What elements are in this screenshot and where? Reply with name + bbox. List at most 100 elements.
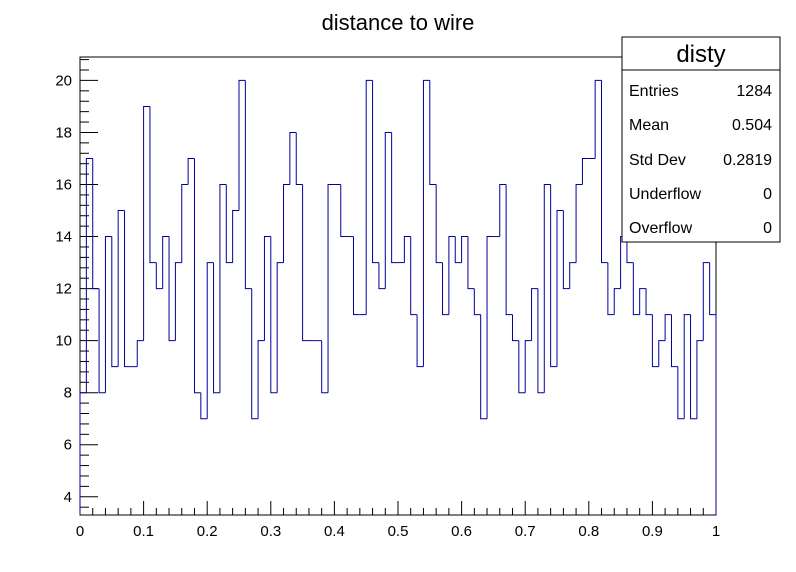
x-tick-label: 0.3 xyxy=(260,523,281,540)
histogram-bin xyxy=(454,236,462,264)
histogram-bin xyxy=(537,288,545,394)
histogram-bin xyxy=(461,236,468,263)
histogram-bin xyxy=(321,340,329,394)
x-tick-label: 1 xyxy=(712,523,720,540)
y-tick-label: 4 xyxy=(64,489,72,506)
histogram-bin xyxy=(181,184,189,263)
x-axis: 0 0.1 0.2 0.3 0.4 0.5 0.6 0.7 0.8 0.9 1 xyxy=(76,501,720,540)
histogram-bin xyxy=(340,184,348,238)
x-tick-label: 0.5 xyxy=(388,523,409,540)
histogram-bin xyxy=(257,340,265,419)
histogram-bin xyxy=(575,184,583,263)
histogram-bin xyxy=(283,184,290,263)
histogram-bin xyxy=(251,288,259,420)
histogram-bin xyxy=(136,340,144,367)
histogram-bin xyxy=(206,262,214,419)
stats-label-stddev: Std Dev xyxy=(629,152,686,169)
stats-value-underflow: 0 xyxy=(763,186,772,203)
histogram-bin xyxy=(435,184,443,264)
y-tick-label: 8 xyxy=(64,385,72,402)
y-tick-label: 16 xyxy=(55,177,72,194)
x-tick-label: 0.8 xyxy=(578,523,599,540)
x-tick-label: 0.1 xyxy=(133,523,154,540)
stats-box-name: disty xyxy=(676,41,725,68)
histogram-bin xyxy=(626,236,634,264)
histogram-bin xyxy=(658,340,666,367)
histogram-bin xyxy=(162,236,170,289)
histogram-bin xyxy=(85,157,93,393)
x-tick-label: 0.4 xyxy=(324,523,345,540)
stats-label-entries: Entries xyxy=(629,83,679,100)
histogram-bin xyxy=(632,262,640,316)
y-axis: 4 6 8 10 12 14 16 18 20 xyxy=(55,59,98,508)
histogram-bin xyxy=(442,262,449,316)
x-tick-label: 0 xyxy=(76,523,84,540)
histogram-bin xyxy=(174,262,182,341)
histogram-bin xyxy=(410,236,418,316)
histogram-bin xyxy=(232,210,239,263)
histogram-bin xyxy=(168,236,176,342)
histogram-bin xyxy=(505,184,513,316)
histogram-bin xyxy=(219,184,227,393)
histogram-series xyxy=(79,79,717,515)
histogram-bin xyxy=(518,340,526,394)
histogram-bin xyxy=(295,132,303,186)
y-tick-label: 14 xyxy=(55,229,72,246)
histogram-bin xyxy=(499,184,507,237)
histogram-bin xyxy=(149,106,157,264)
histogram-bin xyxy=(270,236,278,394)
x-tick-label: 0.6 xyxy=(451,523,472,540)
histogram-bin xyxy=(263,236,271,341)
histogram-bin xyxy=(244,80,252,290)
stats-value-stddev: 0.2819 xyxy=(723,152,772,169)
y-tick-label: 10 xyxy=(55,333,72,350)
histogram-bin xyxy=(562,210,570,290)
histogram-bin xyxy=(594,79,602,159)
histogram-bin xyxy=(620,236,627,289)
y-tick-label: 6 xyxy=(64,437,72,454)
histogram-bin xyxy=(601,80,608,264)
x-tick-label: 0.2 xyxy=(197,523,218,540)
histogram-bin xyxy=(276,262,284,393)
histogram-bin xyxy=(117,210,125,367)
histogram-bin xyxy=(690,314,697,420)
histogram-bin xyxy=(670,314,678,368)
histogram-bin xyxy=(193,158,201,394)
histogram-bin xyxy=(416,314,424,368)
x-tick-label: 0.9 xyxy=(642,523,663,540)
histogram-bin xyxy=(98,288,106,394)
histogram-bin xyxy=(613,288,621,315)
histogram-bin xyxy=(696,340,704,419)
histogram-bin xyxy=(486,236,494,419)
x-tick-label: 0.7 xyxy=(515,523,536,540)
histogram-bin xyxy=(702,262,710,341)
histogram-bin xyxy=(607,262,615,316)
histogram-bin xyxy=(352,236,360,316)
histogram-bin xyxy=(365,79,373,315)
histogram-bin xyxy=(238,79,246,211)
histogram-bin xyxy=(550,184,557,368)
histogram-bin xyxy=(213,262,220,394)
histogram-bin xyxy=(79,392,87,515)
histogram-bin xyxy=(225,184,233,264)
histogram-bin xyxy=(524,340,532,393)
y-tick-label: 12 xyxy=(55,281,72,298)
histogram-bin xyxy=(200,392,208,420)
stats-value-mean: 0.504 xyxy=(732,117,772,134)
histogram-bin xyxy=(111,236,119,368)
stats-value-overflow: 0 xyxy=(763,220,772,237)
histogram-bin xyxy=(664,314,672,341)
histogram-bin xyxy=(155,262,163,290)
histogram-bin xyxy=(569,262,577,289)
histogram-bin xyxy=(124,210,131,368)
histogram-bin xyxy=(683,314,691,419)
histogram-bin xyxy=(391,132,398,264)
histogram-bin xyxy=(327,184,335,393)
histogram-bin xyxy=(709,262,717,515)
histogram-bin xyxy=(556,210,564,367)
histogram-bin xyxy=(645,288,653,316)
histogram-bin xyxy=(581,157,589,185)
histogram-bin xyxy=(531,288,538,341)
histogram-bin xyxy=(677,366,685,420)
stats-box: disty Entries 1284 Mean 0.504 Std Dev 0.… xyxy=(621,36,781,243)
